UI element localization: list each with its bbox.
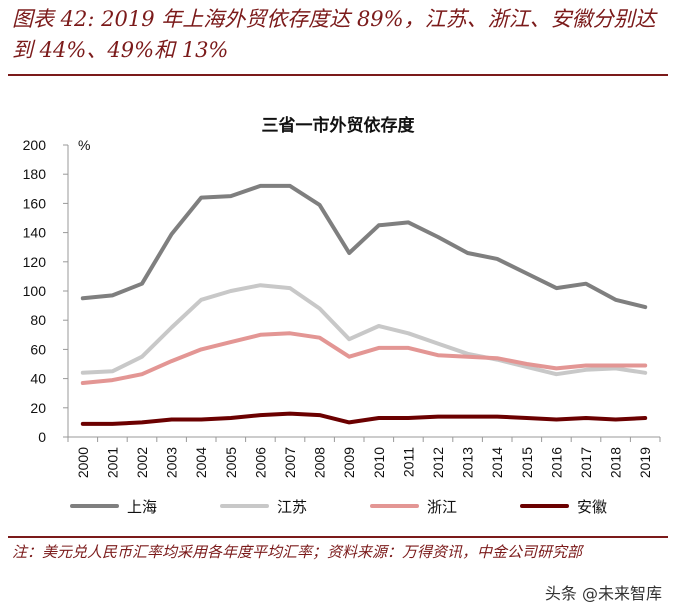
x-tick-label: 2011 <box>400 447 416 477</box>
x-tick-label: 2013 <box>460 447 476 478</box>
x-tick-label: 2010 <box>371 447 387 478</box>
x-tick-label: 2015 <box>519 447 535 478</box>
x-tick-label: 2006 <box>252 447 268 478</box>
x-tick-label: 2009 <box>341 447 357 478</box>
x-tick-label: 2001 <box>104 447 120 478</box>
legend-label: 浙江 <box>427 498 457 516</box>
y-tick-label: 100 <box>23 283 47 299</box>
x-tick-label: 2016 <box>548 447 564 478</box>
y-axis-unit-label: % <box>78 137 90 153</box>
x-tick-label: 2002 <box>134 447 150 478</box>
series-lines <box>80 183 648 426</box>
y-tick-label: 120 <box>23 254 47 270</box>
figure-title: 图表 42: 2019 年上海外贸依存度达 89%，江苏、浙江、安徽分别达到 4… <box>12 7 656 62</box>
x-tick-label: 2005 <box>223 447 239 478</box>
line-chart: 三省一市外贸依存度 % 020406080100120140160180200 … <box>23 115 661 516</box>
x-tick-label: 2000 <box>75 447 91 478</box>
series-line-3 <box>80 411 648 426</box>
x-tick-label: 2014 <box>489 447 505 478</box>
y-axis: 0 20 40 60 80 100 120 140 160 180 200 <box>23 137 69 445</box>
y-tick-label: 20 <box>30 400 46 416</box>
x-tick-label: 2008 <box>312 447 328 478</box>
x-tick-label: 2017 <box>578 447 594 478</box>
title-divider <box>8 74 668 76</box>
y-tick-label: 180 <box>23 166 47 182</box>
y-tick-label: 80 <box>30 312 46 328</box>
chart-title: 三省一市外贸依存度 <box>262 115 416 136</box>
legend-label: 上海 <box>127 498 157 516</box>
legend-label: 安徽 <box>577 498 607 516</box>
y-tick-label: 160 <box>23 195 47 211</box>
x-tick-label: 2012 <box>430 447 446 478</box>
y-tick-label: 200 <box>23 137 47 153</box>
legend-label: 江苏 <box>277 498 307 516</box>
source-note: 注：美元兑人民币汇率均采用各年度平均汇率；资料来源：万得资讯，中金公司研究部 <box>12 543 583 561</box>
x-tick-label: 2007 <box>282 447 298 478</box>
legend: 上海 江苏 浙江 安徽 <box>70 498 607 516</box>
watermark: 头条 @未来智库 <box>544 584 662 603</box>
x-tick-label: 2019 <box>637 447 653 478</box>
x-axis: 2000 2001 2002 2003 2004 2005 2006 2007 2008 2009… <box>67 436 661 478</box>
series-line-1 <box>80 283 648 377</box>
series-line-0 <box>80 183 648 310</box>
y-tick-label: 0 <box>38 429 46 445</box>
x-tick-label: 2003 <box>164 447 180 478</box>
note-divider <box>8 536 668 538</box>
series-line-2 <box>80 331 648 385</box>
x-tick-label: 2018 <box>608 447 624 478</box>
y-tick-label: 60 <box>30 341 46 357</box>
y-tick-label: 40 <box>30 371 46 387</box>
y-tick-label: 140 <box>23 225 47 241</box>
x-tick-label: 2004 <box>193 447 209 478</box>
